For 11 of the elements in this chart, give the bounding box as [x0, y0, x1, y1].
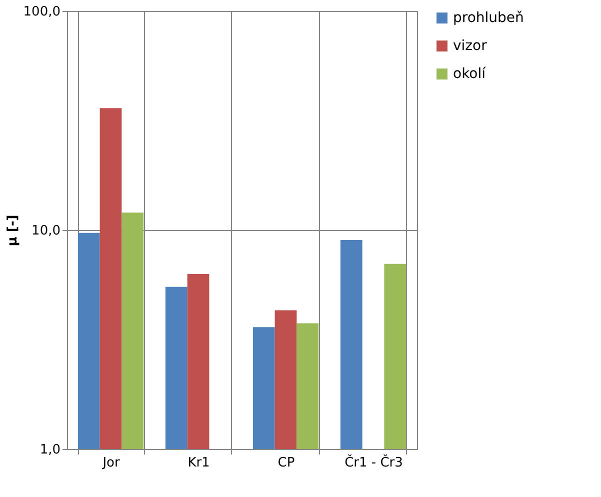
x-tick-label: CP	[278, 456, 295, 470]
y-tick-label: 100,0	[23, 4, 60, 20]
legend-label: okolí	[453, 66, 487, 82]
legend-label: prohlubeň	[453, 10, 524, 26]
y-tick-label: 1,0	[40, 442, 60, 458]
legend-label: vizor	[453, 38, 488, 54]
x-tick-label: Jor	[102, 456, 120, 470]
y-axis-title: μ [-]	[5, 214, 20, 246]
y-tick-label: 10,0	[32, 224, 60, 238]
x-tick-label: Kr1	[188, 456, 210, 470]
x-tick-label: Čr1 - Čr3	[344, 454, 403, 470]
